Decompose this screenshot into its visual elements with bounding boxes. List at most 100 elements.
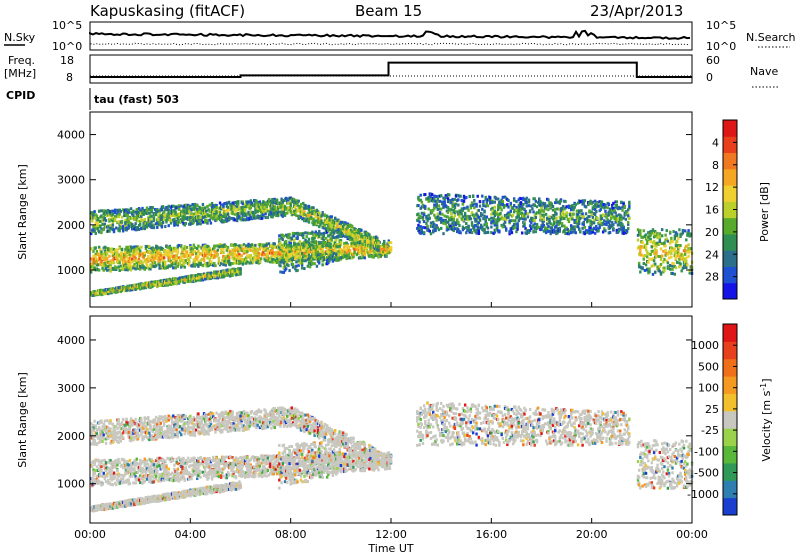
scatter-cell xyxy=(135,251,139,255)
scatter-cell xyxy=(463,211,467,215)
scatter-cell xyxy=(320,254,323,258)
scatter-cell xyxy=(329,242,332,246)
scatter-cell xyxy=(232,249,235,253)
scatter-cell xyxy=(119,264,123,268)
scatter-cell xyxy=(485,200,489,204)
scatter-cell xyxy=(133,224,136,228)
scatter-cell xyxy=(320,232,323,236)
scatter-cell xyxy=(489,196,492,200)
scatter-cell xyxy=(307,258,311,262)
scatter-cell xyxy=(306,246,310,250)
scatter-cell xyxy=(264,212,267,216)
scatter-cell xyxy=(462,227,466,231)
scatter-cell xyxy=(222,254,225,258)
scatter-cell xyxy=(96,221,100,225)
scatter-cell xyxy=(262,203,265,207)
scatter-cell xyxy=(279,247,282,251)
scatter-cell xyxy=(478,200,482,204)
scatter-cell xyxy=(115,226,118,230)
scatter-cell xyxy=(124,268,127,272)
scatter-cell xyxy=(174,210,177,214)
scatter-cell xyxy=(94,254,97,258)
scatter-cell xyxy=(102,218,105,222)
scatter-cell xyxy=(124,259,127,263)
scatter-cell xyxy=(295,254,298,258)
scatter-cell xyxy=(145,264,149,268)
scatter-cell xyxy=(329,222,332,226)
scatter-cell xyxy=(485,222,489,226)
scatter-cell xyxy=(174,249,177,253)
scatter-cell xyxy=(313,236,316,240)
scatter-cell xyxy=(369,235,372,239)
scatter-cell xyxy=(288,254,291,258)
scatter-cell xyxy=(194,279,198,283)
scatter-cell xyxy=(323,214,327,218)
scatter-cell xyxy=(338,244,341,248)
scatter-cell xyxy=(339,235,343,239)
scatter-cell xyxy=(188,260,191,264)
nsky-label: N.Sky xyxy=(4,31,36,44)
scatter-cell xyxy=(292,242,296,246)
scatter-cell xyxy=(206,256,209,260)
scatter-cell xyxy=(441,200,444,204)
scatter-cell xyxy=(141,206,144,210)
scatter-cell xyxy=(255,199,258,203)
scatter-cell xyxy=(160,225,164,229)
scatter-cell xyxy=(240,254,243,258)
scatter-cell xyxy=(190,212,193,216)
scatter-cell xyxy=(184,261,188,265)
scatter-cell xyxy=(199,222,202,226)
scatter-cell xyxy=(193,246,197,250)
scatter-cell xyxy=(188,206,191,210)
scatter-cell xyxy=(111,254,115,258)
scatter-cell xyxy=(306,240,310,244)
scatter-cell xyxy=(246,260,249,264)
scatter-cell xyxy=(112,267,116,271)
scatter-cell xyxy=(481,213,484,217)
scatter-cell xyxy=(257,256,261,260)
scatter-cell xyxy=(356,238,360,242)
scatter-cell xyxy=(460,198,463,202)
scatter-cell xyxy=(141,219,144,223)
scatter-cell xyxy=(418,220,421,224)
freq-label: Freq. xyxy=(8,54,35,67)
scatter-cell xyxy=(151,206,154,210)
scatter-cell xyxy=(261,253,264,257)
scatter-cell xyxy=(90,262,93,266)
scatter-cell xyxy=(419,198,422,202)
scatter-cell xyxy=(284,239,288,243)
scatter-cell xyxy=(283,213,287,217)
scatter-cell xyxy=(118,269,121,273)
scatter-cell xyxy=(276,214,280,218)
scatter-cell xyxy=(100,231,103,235)
scatter-cell xyxy=(245,258,248,262)
scatter-cell xyxy=(243,203,247,207)
nave-tick-60: 60 xyxy=(706,54,720,67)
scatter-cell xyxy=(435,202,438,206)
scatter-cell xyxy=(311,262,314,266)
scatter-cell xyxy=(96,252,100,256)
scatter-cell xyxy=(330,238,333,242)
scatter-cell xyxy=(454,194,458,198)
scatter-cell xyxy=(327,261,330,265)
scatter-cell xyxy=(90,270,93,274)
scatter-cell xyxy=(231,212,234,216)
scatter-cell xyxy=(233,218,237,222)
scatter-cell xyxy=(239,272,242,276)
scatter-cell xyxy=(469,228,473,232)
scatter-cell xyxy=(389,246,393,250)
scatter-cell xyxy=(304,247,307,251)
scatter-cell xyxy=(121,224,125,228)
scatter-cell xyxy=(348,248,352,252)
scatter-cell xyxy=(452,202,455,206)
scatter-cell xyxy=(454,202,458,206)
scatter-cell xyxy=(281,207,284,211)
scatter-cell xyxy=(361,238,364,242)
scatter-cell xyxy=(483,227,486,231)
scatter-cell xyxy=(494,228,498,232)
scatter-cell xyxy=(108,227,111,231)
scatter-cell xyxy=(213,249,216,253)
scatter-cell xyxy=(254,243,257,247)
scatter-cell xyxy=(272,245,275,249)
